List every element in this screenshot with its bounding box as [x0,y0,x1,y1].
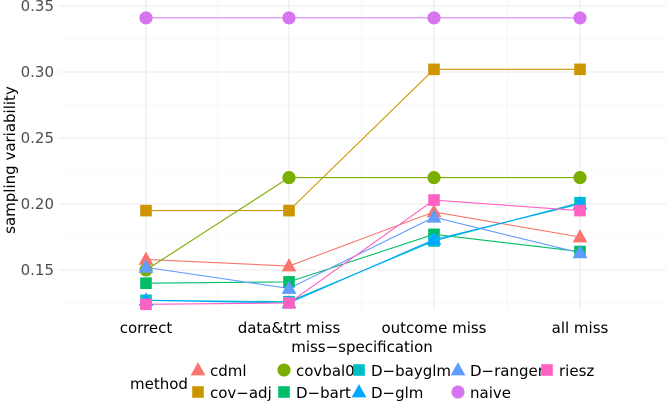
series-lines [145,17,581,305]
point-cov-adj [428,63,440,76]
legend-title: method [130,375,188,393]
point-naive [139,11,153,25]
legend-key-d-bart [278,386,290,398]
point-d-ranger [138,259,154,273]
point-d-ranger [281,280,297,294]
y-tick-label: 0.35 [21,0,54,15]
legend-key-cov-adj [192,386,204,398]
series-line-cdml [145,211,581,267]
series-line-covbal0 [145,177,580,271]
x-tick-label: all miss [552,319,609,337]
legend-key-naive [451,385,465,399]
y-tick-label: 0.20 [21,195,54,213]
legend-key-cdml [190,362,206,376]
point-cov-adj [574,63,586,76]
legend-label-cov-adj: cov−adj [210,384,272,402]
series-line-riesz [145,199,581,305]
point-naive [573,11,587,25]
x-tick-label: data&trt miss [238,319,341,337]
point-covbal0 [282,171,296,185]
legend-key-d-bayglm [353,364,365,376]
point-riesz [428,194,440,206]
x-axis-title: miss−specification [291,338,433,356]
series-line-d-ranger [145,216,581,290]
point-cdml [138,251,154,265]
point-riesz [283,297,295,309]
point-naive [282,11,296,25]
legend-label-riesz: riesz [559,362,594,380]
point-covbal0 [427,171,441,185]
legend-key-d-glm [351,384,367,398]
legend-label-naive: naive [470,384,511,402]
point-cdml [572,229,588,243]
y-axis-ticks: 0.15 0.20 0.25 0.30 0.35 [21,0,54,279]
y-tick-label: 0.25 [21,129,54,147]
legend-label-d-bayglm: D−bayglm [371,362,451,380]
legend-label-d-bart: D−bart [296,384,351,402]
series-line-d-bart [145,233,581,284]
legend: cdml cov−adj covbal0 D−bart D−bayglm D−glm D−r… [190,362,594,402]
point-covbal0 [573,171,587,185]
point-cov-adj [140,204,152,217]
point-d-bart [140,277,152,289]
legend-key-riesz [541,364,553,376]
legend-label-cdml: cdml [210,362,247,380]
point-cdml [281,258,297,272]
series-markers [138,11,588,311]
point-d-glm [426,231,442,246]
y-axis-title: sampling variability [1,86,19,234]
y-tick-label: 0.15 [21,261,54,279]
point-naive [427,11,441,25]
x-tick-label: outcome miss [381,319,486,337]
legend-key-covbal0 [277,363,291,377]
series-line-cov-adj [146,68,580,212]
legend-label-covbal0: covbal0 [296,362,355,380]
point-d-ranger [426,209,442,223]
point-riesz [140,298,152,311]
y-tick-label: 0.30 [21,63,54,81]
point-d-ranger [572,244,588,259]
legend-key-d-ranger [450,362,466,376]
legend-label-d-ranger: D−ranger [470,362,545,380]
series-line-d-glm [145,203,581,304]
x-axis-ticks: correct data&trt miss outcome miss all miss [120,319,609,337]
point-riesz [574,204,586,217]
legend-label-d-glm: D−glm [371,384,423,402]
x-tick-label: correct [120,319,173,337]
point-cov-adj [283,204,295,217]
